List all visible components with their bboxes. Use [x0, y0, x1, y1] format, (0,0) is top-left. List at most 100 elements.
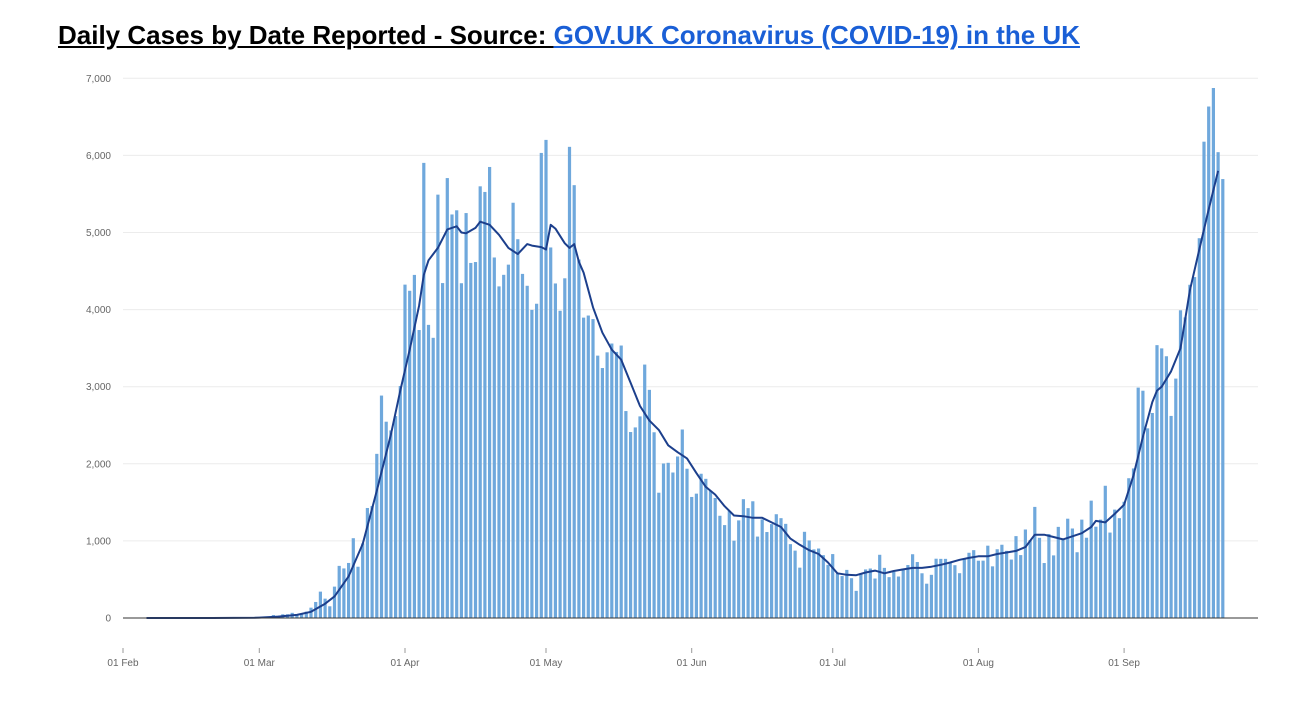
bar — [1131, 468, 1136, 618]
bar — [436, 194, 440, 618]
bar — [600, 368, 604, 618]
bar — [685, 468, 689, 618]
bar — [1005, 550, 1009, 618]
y-tick-label: 4,000 — [86, 305, 111, 316]
bar — [638, 416, 642, 618]
bar — [718, 515, 722, 618]
bar — [854, 590, 858, 618]
x-axis: 01 Feb 01 Mar 01 Apr 01 May 01 Jun 01 Jul 01 A… — [107, 648, 1140, 669]
bar — [511, 202, 515, 619]
line-series — [146, 170, 1220, 619]
bar — [1160, 348, 1164, 618]
bar — [426, 324, 431, 618]
bar — [680, 429, 684, 618]
bar — [708, 490, 713, 618]
bar — [459, 283, 463, 618]
bar — [492, 257, 496, 618]
bar — [1211, 88, 1215, 618]
bar — [558, 310, 562, 618]
bar — [643, 364, 647, 618]
bar — [704, 478, 708, 618]
bar — [1197, 238, 1201, 618]
bar — [835, 573, 839, 618]
bar — [976, 560, 980, 618]
bar — [774, 514, 778, 618]
bar — [1009, 559, 1013, 618]
y-tick-label: 5,000 — [86, 228, 111, 239]
bar — [441, 283, 445, 618]
bar — [1066, 518, 1070, 618]
chart-title: Daily Cases by Date Reported - Source: G… — [58, 20, 1080, 51]
bar — [967, 552, 971, 618]
source-link[interactable]: GOV.UK Coronavirus (COVID-19) in the UK — [553, 20, 1080, 50]
x-tick-label: 01 Jun — [677, 658, 707, 669]
bar — [478, 186, 482, 618]
bar — [332, 586, 337, 618]
bar — [1155, 345, 1159, 618]
bar — [610, 343, 614, 618]
bar — [422, 162, 426, 618]
bar — [549, 247, 553, 618]
bar — [840, 576, 844, 618]
bar — [901, 568, 905, 618]
bar — [445, 178, 449, 618]
x-tick-label: 01 Aug — [963, 658, 994, 669]
bar — [1113, 509, 1117, 618]
bar — [647, 389, 651, 618]
bar — [502, 274, 506, 618]
bar — [1122, 501, 1126, 618]
bar — [586, 315, 590, 618]
bar — [878, 554, 882, 618]
bar — [699, 473, 703, 618]
bar — [995, 549, 999, 618]
bar — [370, 506, 374, 618]
bar — [431, 337, 435, 618]
bar — [469, 262, 473, 618]
bar — [882, 567, 886, 618]
bar — [1164, 356, 1168, 618]
chart-title-text: Daily Cases by Date Reported - Source: — [58, 20, 554, 50]
bar — [1188, 284, 1192, 618]
bar — [375, 453, 379, 618]
bar — [1183, 317, 1187, 618]
bar — [770, 524, 774, 618]
chart-gridlines — [123, 77, 1258, 542]
bar — [337, 565, 341, 618]
bar — [544, 139, 548, 618]
bar — [351, 538, 355, 618]
bar — [408, 290, 412, 618]
bar — [864, 569, 868, 618]
bar — [831, 554, 835, 618]
bar — [403, 284, 407, 618]
x-tick-label: 01 Jul — [819, 658, 846, 669]
bar — [530, 309, 534, 618]
bar — [751, 501, 755, 618]
bar — [295, 614, 299, 618]
bar — [1127, 478, 1131, 618]
bar — [845, 569, 849, 618]
bar — [1174, 378, 1178, 618]
bar — [1070, 528, 1074, 618]
bar — [379, 395, 384, 618]
bar — [309, 607, 313, 618]
bar — [1080, 519, 1084, 618]
bar — [629, 432, 633, 618]
bar — [732, 540, 736, 618]
bar — [1108, 532, 1112, 618]
x-tick-label: 01 Sep — [1108, 658, 1140, 669]
bar — [896, 576, 901, 618]
bar — [1221, 179, 1225, 618]
bar — [694, 493, 698, 618]
bar — [1216, 152, 1220, 618]
bar — [347, 562, 351, 618]
bar — [394, 416, 398, 618]
bar — [1141, 390, 1145, 618]
bar — [553, 283, 557, 618]
bar — [497, 286, 501, 618]
y-tick-label: 2,000 — [86, 459, 111, 470]
bar — [614, 351, 619, 618]
bar — [535, 303, 539, 618]
bar — [1047, 534, 1051, 618]
bar — [300, 614, 304, 618]
y-tick-label: 0 — [105, 614, 111, 625]
